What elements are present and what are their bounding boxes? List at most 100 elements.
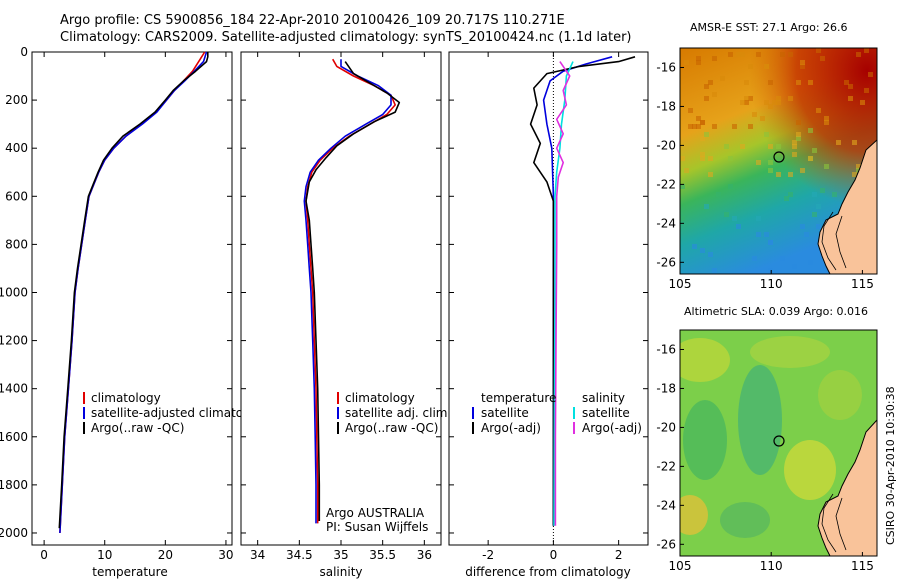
- sst-pixel: [812, 192, 817, 197]
- sla-blob: [738, 365, 782, 475]
- series-line-argo-raw-qc: [305, 61, 401, 521]
- sst-pixel: [792, 144, 797, 149]
- figure-title-line-1: Argo profile: CS 5900856_184 22-Apr-2010…: [60, 13, 565, 28]
- sst-pixel: [756, 160, 761, 165]
- sst-pixel: [860, 100, 865, 105]
- sst-pixel: [864, 48, 869, 53]
- difference-panel: -2 0 2 difference from climatology tempera…: [448, 51, 649, 579]
- sla-land: [817, 419, 877, 556]
- temperature-legend: climatology satellite-adjusted climatolo…: [83, 391, 269, 435]
- legend-label-satellite: satellite adj. clim.: [345, 406, 451, 420]
- sst-pixel: [704, 84, 709, 89]
- sst-pixel: [704, 132, 709, 137]
- x-tick-label: 35: [333, 548, 348, 562]
- sst-pixel: [816, 224, 821, 229]
- sst-pixel: [776, 100, 781, 105]
- sst-pixel: [712, 92, 717, 97]
- sst-pixel: [700, 156, 705, 161]
- sst-pixel: [760, 116, 765, 121]
- temperature-axes-box: [31, 51, 233, 546]
- sst-pixel: [748, 124, 753, 129]
- sst-pixel: [752, 256, 757, 261]
- sst-pixel: [796, 136, 801, 141]
- annotation-argo-australia: Argo AUSTRALIA: [326, 506, 425, 520]
- sst-pixel: [700, 152, 705, 157]
- map-y-tick-label: -24: [656, 498, 676, 512]
- map-y-tick-label: -16: [656, 342, 676, 356]
- sla-blob: [680, 338, 730, 382]
- sst-pixel: [768, 168, 773, 173]
- sst-pixel: [788, 172, 793, 177]
- x-tick-label: 0: [40, 548, 48, 562]
- x-tick-label: 35.5: [369, 548, 396, 562]
- map-y-tick-label: -24: [656, 216, 676, 230]
- sst-pixel: [800, 60, 805, 65]
- sst-pixel: [712, 124, 717, 129]
- sst-pixel: [724, 212, 729, 217]
- sst-pixel: [764, 232, 769, 237]
- sst-pixel: [736, 224, 741, 229]
- y-tick-label: 600: [5, 189, 28, 203]
- salinity-xlabel: salinity: [319, 565, 362, 579]
- salinity-panel: 34 34.5 35 35.5 36 salinity climatology sate…: [240, 51, 451, 579]
- sst-map-title: AMSR-E SST: 27.1 Argo: 26.6: [690, 21, 848, 34]
- legend-label-argo: Argo(..raw -QC): [345, 421, 438, 435]
- sst-map: 105 110 115 -16 -18 -20 -22 -24 -26: [656, 47, 878, 291]
- sst-argo-position-marker: [773, 151, 785, 163]
- sst-pixel: [712, 268, 717, 273]
- sla-blob: [683, 400, 727, 480]
- sst-pixel: [764, 132, 769, 137]
- sla-isobath: [821, 493, 847, 553]
- sst-pixel: [724, 144, 729, 149]
- sst-pixel: [832, 192, 837, 197]
- sst-pixel: [784, 196, 789, 201]
- sst-pixel: [800, 224, 805, 229]
- sla-map: 105 110 115 -16 -18 -20 -22 -24 -26: [656, 329, 878, 573]
- y-tick-label: 1200: [0, 334, 28, 348]
- sst-pixel: [704, 204, 709, 209]
- sla-argo-position-marker: [773, 435, 785, 447]
- sst-pixel: [792, 140, 797, 145]
- sst-pixel: [804, 232, 809, 237]
- y-tick-label: 1800: [0, 478, 28, 492]
- sst-pixel: [768, 104, 773, 109]
- map-x-tick-label: 115: [851, 277, 874, 291]
- sst-pixel: [756, 232, 761, 237]
- sst-pixel: [824, 116, 829, 121]
- sst-pixel: [816, 204, 821, 209]
- sst-pixel: [768, 144, 773, 149]
- map-y-tick-label: -22: [656, 459, 676, 473]
- sst-pixel: [824, 164, 829, 169]
- sst-pixel: [820, 188, 825, 193]
- sst-pixel: [736, 52, 741, 57]
- series-line-argo-raw-qc: [58, 52, 209, 529]
- sst-pixel: [812, 212, 817, 217]
- sst-pixel: [700, 136, 705, 141]
- sst-pixel: [852, 172, 857, 177]
- x-tick-label: 0: [550, 548, 558, 562]
- salinity-axes-box: [240, 51, 442, 546]
- sst-pixel: [812, 148, 817, 153]
- sst-pixel: [704, 96, 709, 101]
- sst-pixel: [768, 268, 773, 273]
- sst-pixel: [708, 172, 713, 177]
- sst-pixel: [820, 56, 825, 61]
- sst-pixel: [836, 140, 841, 145]
- temperature-xlabel: temperature: [92, 565, 167, 579]
- sst-land: [817, 139, 877, 274]
- map-x-tick-label: 115: [851, 559, 874, 573]
- series-line-salinity-satellite: [553, 61, 574, 526]
- y-tick-label: 400: [5, 141, 28, 155]
- sst-pixel: [696, 60, 701, 65]
- sst-pixel: [728, 184, 733, 189]
- sst-pixel: [756, 216, 761, 221]
- sst-pixel: [708, 80, 713, 85]
- sst-pixel: [808, 80, 813, 85]
- sst-pixel: [844, 80, 849, 85]
- sst-pixel: [692, 244, 697, 249]
- sst-pixel: [680, 216, 685, 221]
- legend-label-sal-argo: Argo(-adj): [582, 421, 642, 435]
- y-tick-label: 2000: [0, 526, 28, 540]
- sst-isobath: [821, 211, 847, 271]
- sst-pixel: [740, 100, 745, 105]
